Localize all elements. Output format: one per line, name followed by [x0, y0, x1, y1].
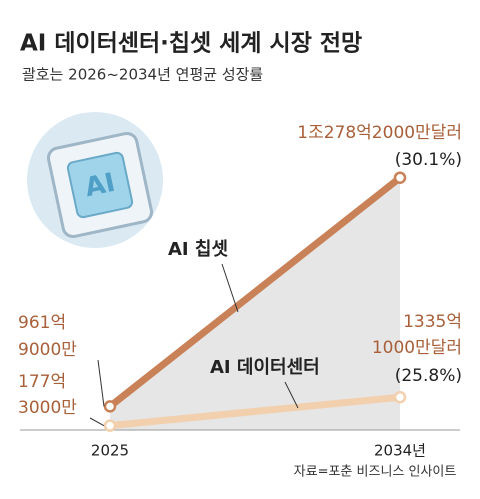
chip-text: AI: [82, 168, 117, 204]
chip-core: [66, 151, 134, 219]
growth-label: (25.8%): [395, 366, 462, 386]
area: [110, 177, 400, 430]
leader-line: [221, 263, 239, 313]
point: [393, 390, 407, 404]
series-label: AI 데이터센터: [210, 357, 320, 378]
chip-illustration: AI: [27, 112, 163, 248]
value-label: 9000만: [18, 340, 77, 360]
point: [103, 400, 117, 413]
source: 자료=포춘 비즈니스 인사이트: [294, 465, 457, 480]
series-label: AI 칩셋: [168, 239, 228, 260]
value-label: 3000만: [18, 398, 77, 418]
point: [393, 171, 407, 184]
series-line: [109, 393, 401, 430]
value-label: 1335억: [403, 312, 462, 332]
series-line: [107, 174, 403, 410]
chart-subtitle: 괄호는 2026~2034년 연평균 성장률: [22, 66, 263, 84]
value-label: 177억: [18, 372, 66, 392]
value-label: 961억: [18, 313, 66, 333]
x-tick-label: 2025: [91, 442, 129, 460]
x-tick-label: 2034년: [374, 442, 426, 460]
growth-label: (30.1%): [395, 150, 462, 170]
value-label: 1조278억2000만달러: [297, 123, 462, 143]
leader-line: [284, 381, 299, 409]
leader-line: [89, 417, 105, 427]
leader-line: [97, 359, 105, 407]
chart-title: AI 데이터센터·칩셋 세계 시장 전망: [20, 31, 362, 57]
point: [103, 419, 117, 432]
value-label: 1000만달러: [372, 338, 462, 358]
